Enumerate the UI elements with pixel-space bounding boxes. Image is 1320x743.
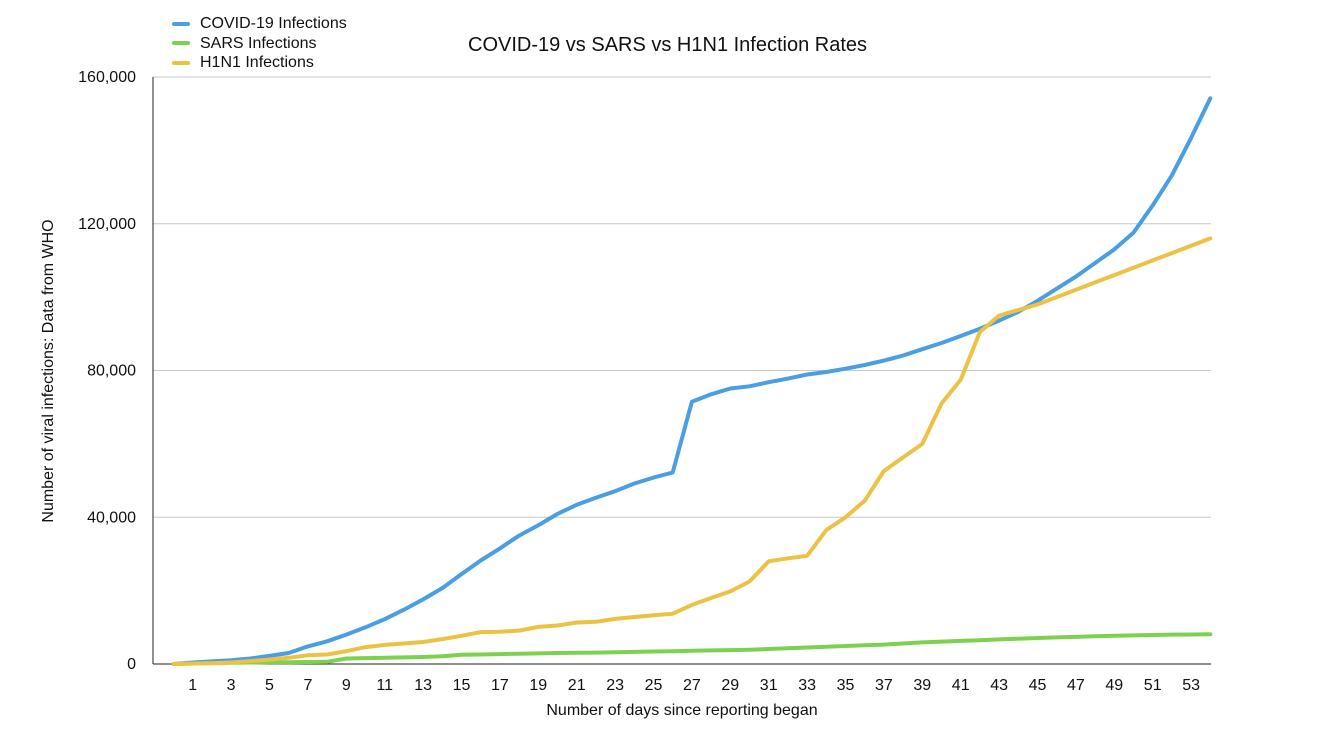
x-tick-label: 21 [568,677,586,694]
x-tick-label: 19 [529,677,547,694]
chart-title: COVID-19 vs SARS vs H1N1 Infection Rates [468,34,868,56]
x-tick-label: 3 [227,677,236,694]
legend-label-covid19: COVID-19 Infections [200,15,347,33]
x-tick-label: 33 [798,677,816,694]
y-tick-label: 80,000 [87,363,136,380]
legend: COVID-19 Infections SARS Infections H1N1… [172,14,347,73]
legend-swatch-h1n1 [172,60,190,65]
x-tick-label: 53 [1182,677,1200,694]
y-axis-label: Number of viral infections: Data from WH… [40,219,57,523]
x-tick-label: 25 [645,677,663,694]
x-tick-label: 27 [683,677,701,694]
y-tick-label: 0 [127,656,136,673]
x-tick-label: 51 [1144,677,1162,694]
x-tick-label: 23 [606,677,624,694]
y-tick-labels: 0 40,000 80,000 120,000 160,000 [78,69,136,673]
series-line-h1n1-infections [171,236,1213,666]
x-tick-label: 17 [491,677,509,694]
x-tick-label: 15 [453,677,471,694]
axes [152,77,1211,665]
x-tick-label: 47 [1067,677,1085,694]
x-tick-label: 37 [875,677,893,694]
series-line-covid-19-infections [171,96,1213,666]
legend-item-covid19: COVID-19 Infections [172,14,347,34]
x-axis-label: Number of days since reporting began [546,702,818,719]
series-line-sars-infections [171,632,1213,666]
x-tick-label: 7 [303,677,312,694]
grid-lines [153,76,1211,518]
x-tick-label: 11 [376,677,393,694]
legend-swatch-covid19 [172,21,190,26]
x-tick-label: 45 [1029,677,1047,694]
x-tick-label: 31 [760,677,778,694]
y-tick-label: 120,000 [78,216,136,233]
legend-label-sars: SARS Infections [200,34,317,52]
legend-swatch-sars [172,41,190,46]
x-tick-label: 39 [913,677,931,694]
x-tick-label: 43 [990,677,1008,694]
y-tick-label: 160,000 [78,69,136,86]
x-tick-label: 29 [721,677,739,694]
legend-item-sars: SARS Infections [172,34,347,54]
x-tick-label: 1 [188,677,197,694]
x-tick-label: 41 [952,677,970,694]
x-tick-label: 13 [414,677,432,694]
legend-item-h1n1: H1N1 Infections [172,53,347,73]
x-tick-labels: 1 3 5 7 9 11 13 15 17 19 21 23 25 27 29 31 33 35 37 39 41 43 4… [188,677,1200,694]
series-lines [171,96,1213,666]
x-tick-label: 35 [837,677,855,694]
x-tick-label: 5 [265,677,274,694]
x-tick-label: 9 [342,677,351,694]
legend-label-h1n1: H1N1 Infections [200,54,314,72]
y-tick-label: 40,000 [87,509,136,526]
x-tick-label: 49 [1105,677,1123,694]
